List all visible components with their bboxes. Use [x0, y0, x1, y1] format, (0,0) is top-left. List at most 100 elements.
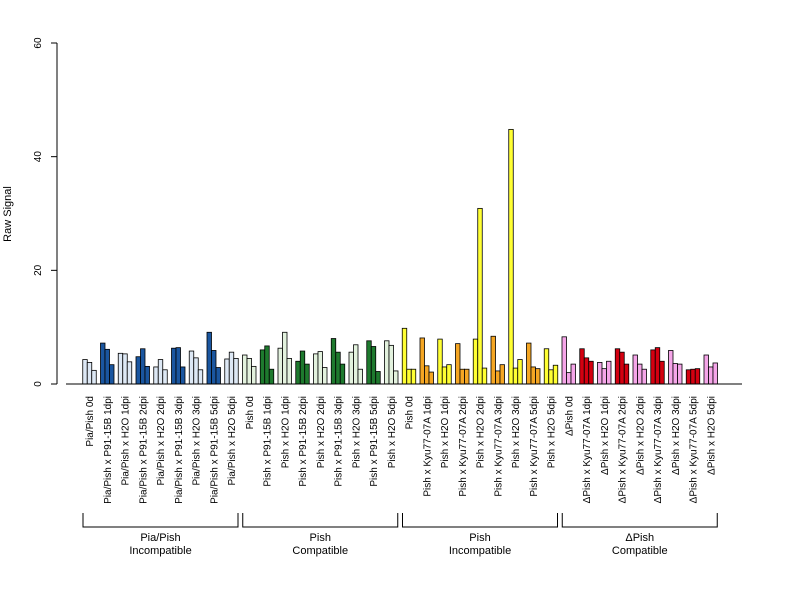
- bar: [348, 351, 354, 385]
- bar: [481, 367, 488, 385]
- group-label-line2: Compatible: [612, 545, 668, 557]
- x-tick-label: Pia/Pish x P91-15B 2dpi: [138, 396, 149, 504]
- group-brackets: Pia/PishIncompatiblePishCompatiblePishIn…: [82, 513, 718, 557]
- bar: [419, 337, 425, 385]
- bar: [228, 351, 235, 385]
- bar: [526, 342, 532, 385]
- bar: [668, 350, 674, 385]
- bar: [140, 348, 146, 385]
- bar: [317, 351, 323, 385]
- bar: [335, 351, 341, 385]
- x-tick-label: ΔPish x H2O 3dpi: [671, 396, 682, 475]
- bar: [211, 350, 217, 385]
- bar: [268, 368, 275, 385]
- bar: [251, 365, 257, 385]
- bar: [464, 368, 470, 385]
- x-tick-label: Pish x Kyu77-07A 5dpi: [529, 396, 540, 497]
- bar: [299, 350, 306, 385]
- bar: [144, 365, 150, 385]
- bar: [623, 363, 630, 385]
- bar: [637, 363, 643, 385]
- bar: [375, 371, 381, 385]
- bar: [86, 362, 93, 385]
- group-label-line2: Compatible: [292, 545, 348, 557]
- bar: [353, 344, 359, 385]
- x-tick-label: Pish x H2O 1dpi: [280, 396, 291, 468]
- bar: [601, 368, 607, 385]
- x-tick-label: ΔPish x H2O 5dpi: [706, 396, 717, 475]
- y-tick-label: 40: [33, 151, 44, 163]
- x-tick-label: ΔPish x H2O 1dpi: [600, 396, 611, 475]
- x-tick-labels: Pia/Pish 0d Pia/Pish x P91-15B 1dpi Pia/Pi…: [85, 396, 717, 504]
- x-tick-label: Pish x P91-15B 5dpi: [369, 396, 380, 487]
- bar: [322, 367, 328, 385]
- x-tick-label: Pia/Pish x P91-15B 5dpi: [209, 396, 220, 504]
- group-label-line1: Pish: [310, 532, 331, 544]
- bar: [370, 346, 377, 385]
- bar: [180, 366, 186, 385]
- group-bracket: [242, 513, 399, 528]
- bar: [632, 354, 638, 385]
- bar: [561, 336, 567, 385]
- bar: [703, 354, 709, 385]
- bar: [672, 363, 678, 385]
- bar: [197, 369, 204, 385]
- x-tick-label: Pia/Pish x P91-15B 3dpi: [174, 396, 185, 504]
- bar: [282, 331, 288, 385]
- bar: [259, 349, 266, 385]
- bar: [495, 370, 501, 385]
- bar: [406, 368, 412, 385]
- bar: [295, 360, 301, 385]
- bar: [424, 365, 430, 385]
- bar: [242, 354, 248, 385]
- bar: [193, 357, 199, 385]
- bar: [530, 366, 536, 385]
- bar: [224, 358, 230, 385]
- bar: [82, 359, 88, 385]
- bar: [708, 366, 714, 385]
- bar: [304, 363, 310, 385]
- bar: [393, 370, 399, 385]
- x-tick-label: Pish x H2O 3dpi: [511, 396, 522, 468]
- bar: [357, 368, 363, 385]
- x-tick-label: Pish x H2O 2dpi: [476, 396, 487, 468]
- bar: [215, 367, 221, 385]
- bar: [122, 353, 128, 385]
- group-bracket: [82, 513, 239, 528]
- bar: [490, 335, 496, 385]
- bar: [401, 327, 408, 385]
- group-label-line2: Incompatible: [449, 545, 511, 557]
- x-tick-label: Pish x Kyu77-07A 2dpi: [458, 396, 469, 497]
- bar: [104, 348, 110, 385]
- x-tick-label: Pish x P91-15B 2dpi: [298, 396, 309, 487]
- x-tick-label: Pish x P91-15B 1dpi: [263, 396, 274, 487]
- bar: [499, 364, 505, 385]
- y-tick-label: 60: [33, 37, 44, 49]
- bar: [264, 345, 270, 385]
- bar: [508, 128, 514, 385]
- bar: [126, 361, 133, 385]
- x-tick-label: Pish x H2O 2dpi: [316, 396, 327, 468]
- bar: [690, 368, 696, 385]
- x-tick-label: ΔPish x H2O 2dpi: [635, 396, 646, 475]
- x-tick-label: Pia/Pish 0d: [85, 396, 96, 447]
- bar: [206, 331, 212, 385]
- bar: [588, 360, 594, 385]
- bar: [339, 363, 346, 385]
- bar: [455, 343, 461, 385]
- bar: [313, 353, 319, 385]
- bar: [233, 358, 239, 385]
- group-label-line2: Incompatible: [129, 545, 191, 557]
- bar: [188, 350, 195, 385]
- bar: [410, 368, 417, 385]
- bar: [437, 338, 443, 385]
- x-tick-label: ΔPish x Kyu77-07A 5dpi: [689, 396, 700, 503]
- x-tick-label: Pia/Pish x H2O 3dpi: [192, 396, 203, 486]
- x-tick-label: Pish 0d: [405, 396, 416, 429]
- x-tick-label: Pish x Kyu77-07A 3dpi: [493, 396, 504, 497]
- x-tick-label: ΔPish x Kyu77-07A 2dpi: [618, 396, 629, 503]
- y-axis: 0 20 40 60: [33, 37, 58, 387]
- bar: [570, 363, 576, 385]
- bar: [685, 369, 692, 385]
- bar: [650, 349, 656, 385]
